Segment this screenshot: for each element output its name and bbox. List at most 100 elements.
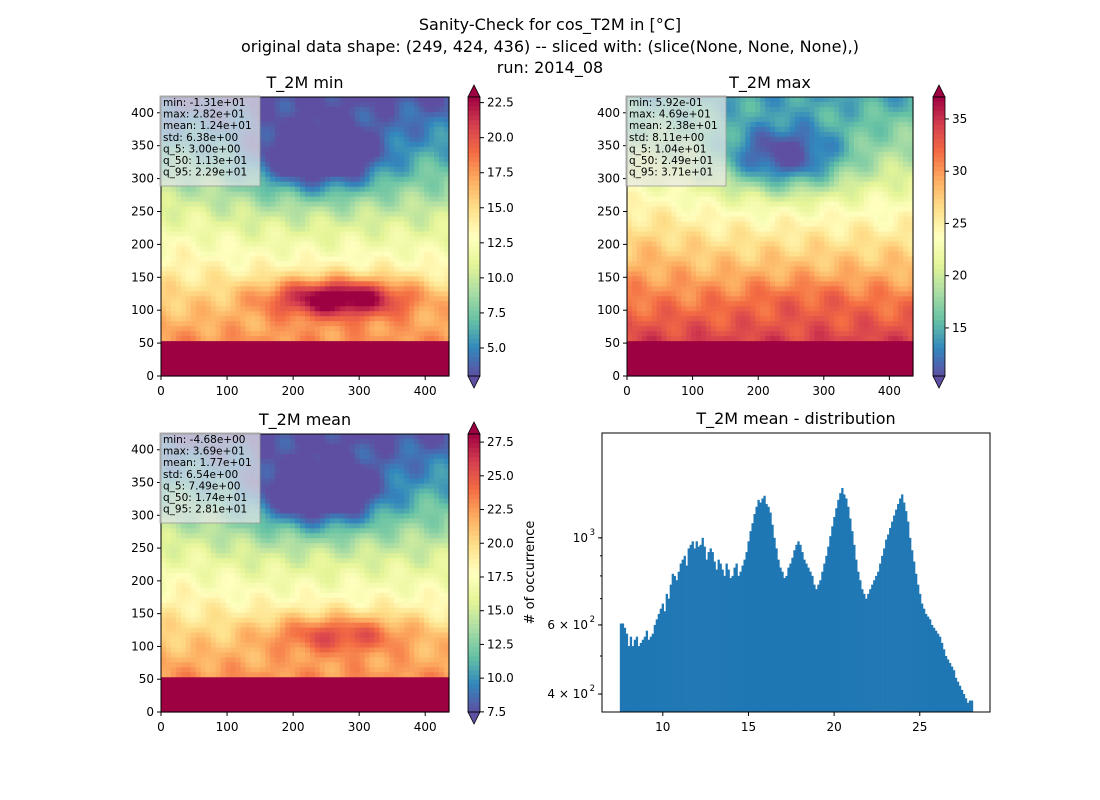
heatmap-cell bbox=[745, 341, 751, 347]
heatmap-cell bbox=[755, 221, 761, 228]
heatmap-cell bbox=[314, 341, 321, 347]
heatmap-cell bbox=[275, 201, 281, 208]
heatmap-cell bbox=[686, 241, 692, 248]
heatmap-cell bbox=[424, 251, 430, 258]
heatmap-cell bbox=[290, 346, 296, 352]
heatmap-cell bbox=[429, 136, 435, 143]
heatmap-cell bbox=[339, 186, 346, 193]
heatmap-cell bbox=[349, 106, 356, 113]
heatmap-cell bbox=[760, 206, 766, 213]
heatmap-cell bbox=[334, 266, 341, 272]
heatmap-cell bbox=[715, 286, 722, 292]
heatmap-cell bbox=[255, 206, 261, 213]
heatmap-cell bbox=[636, 211, 643, 218]
heatmap-cell bbox=[439, 211, 445, 218]
heatmap-cell bbox=[384, 326, 391, 332]
heatmap-cell bbox=[740, 181, 746, 188]
heatmap-cell bbox=[710, 216, 717, 223]
heatmap-cell bbox=[735, 351, 742, 357]
heatmap-cell bbox=[765, 211, 771, 218]
heatmap-cell bbox=[290, 166, 296, 173]
heatmap-cell bbox=[270, 216, 276, 223]
heatmap-cell bbox=[255, 286, 261, 292]
heatmap-cell bbox=[434, 231, 440, 238]
heatmap-cell bbox=[374, 206, 381, 213]
heatmap-cell bbox=[300, 246, 306, 253]
heatmap-cell bbox=[364, 276, 371, 282]
heatmap-cell bbox=[429, 291, 435, 297]
heatmap-cell bbox=[676, 346, 682, 352]
heatmap-cell bbox=[215, 281, 222, 287]
heatmap-cell bbox=[295, 316, 301, 322]
heatmap-cell bbox=[389, 176, 395, 183]
heatmap-cell bbox=[309, 216, 316, 223]
heatmap-cell bbox=[374, 261, 381, 267]
heatmap-cell bbox=[305, 301, 311, 307]
colorbar-segment bbox=[468, 273, 480, 279]
heatmap-cell bbox=[384, 291, 391, 297]
heatmap-cell bbox=[319, 251, 326, 258]
heatmap-cell bbox=[220, 226, 227, 233]
heatmap-cell bbox=[399, 301, 405, 307]
heatmap-cell bbox=[225, 231, 232, 238]
heatmap-cell bbox=[324, 186, 331, 193]
heatmap-cell bbox=[379, 171, 386, 178]
heatmap-cell bbox=[225, 206, 232, 213]
heatmap-cell bbox=[686, 321, 692, 327]
heatmap-cell bbox=[676, 246, 682, 253]
heatmap-cell bbox=[275, 341, 281, 347]
heatmap-cell bbox=[180, 331, 187, 337]
heatmap-cell bbox=[755, 246, 761, 253]
heatmap-cell bbox=[725, 111, 732, 118]
heatmap-cell bbox=[641, 261, 648, 267]
heatmap-cell bbox=[691, 266, 697, 272]
heatmap-cell bbox=[725, 211, 732, 218]
heatmap-cell bbox=[439, 181, 445, 188]
heatmap-cell bbox=[339, 211, 346, 218]
heatmap-cell bbox=[651, 246, 658, 253]
heatmap-cell bbox=[666, 326, 672, 332]
heatmap-cell bbox=[760, 116, 766, 123]
heatmap-cell bbox=[666, 276, 672, 282]
heatmap-cell bbox=[339, 156, 346, 163]
heatmap-cell bbox=[765, 181, 771, 188]
heatmap-cell bbox=[349, 101, 356, 108]
heatmap-cell bbox=[210, 186, 217, 193]
heatmap-cell bbox=[389, 351, 395, 357]
heatmap-cell bbox=[265, 311, 271, 317]
heatmap-cell bbox=[210, 276, 217, 282]
heatmap-cell bbox=[255, 366, 261, 372]
heatmap-cell bbox=[631, 221, 638, 228]
heatmap-cell bbox=[215, 186, 222, 193]
heatmap-cell bbox=[434, 301, 440, 307]
heatmap-cell bbox=[190, 366, 197, 372]
heatmap-cell bbox=[424, 366, 430, 372]
heatmap-cell bbox=[666, 241, 672, 248]
heatmap-cell bbox=[175, 276, 182, 282]
heatmap-cell bbox=[710, 241, 717, 248]
heatmap-cell bbox=[765, 351, 771, 357]
heatmap-cell bbox=[765, 306, 771, 312]
heatmap-cell bbox=[765, 251, 771, 258]
heatmap-cell bbox=[715, 191, 722, 198]
heatmap-cell bbox=[434, 366, 440, 372]
heatmap-cell bbox=[735, 101, 742, 108]
heatmap-cell bbox=[691, 271, 697, 277]
heatmap-cell bbox=[180, 216, 187, 223]
heatmap-cell bbox=[681, 191, 687, 198]
heatmap-cell bbox=[300, 126, 306, 133]
heatmap-cell bbox=[636, 221, 643, 228]
heatmap-cell bbox=[364, 151, 371, 158]
heatmap-cell bbox=[676, 261, 682, 267]
heatmap-cell bbox=[720, 341, 727, 347]
heatmap-cell bbox=[429, 171, 435, 178]
heatmap-cell bbox=[444, 116, 450, 123]
heatmap-cell bbox=[424, 311, 430, 317]
heatmap-cell bbox=[439, 291, 445, 297]
heatmap-cell bbox=[300, 276, 306, 282]
heatmap-cell bbox=[314, 166, 321, 173]
heatmap-cell bbox=[681, 271, 687, 277]
heatmap-cell bbox=[691, 236, 697, 243]
heatmap-cell bbox=[439, 276, 445, 282]
heatmap-cell bbox=[245, 311, 251, 317]
